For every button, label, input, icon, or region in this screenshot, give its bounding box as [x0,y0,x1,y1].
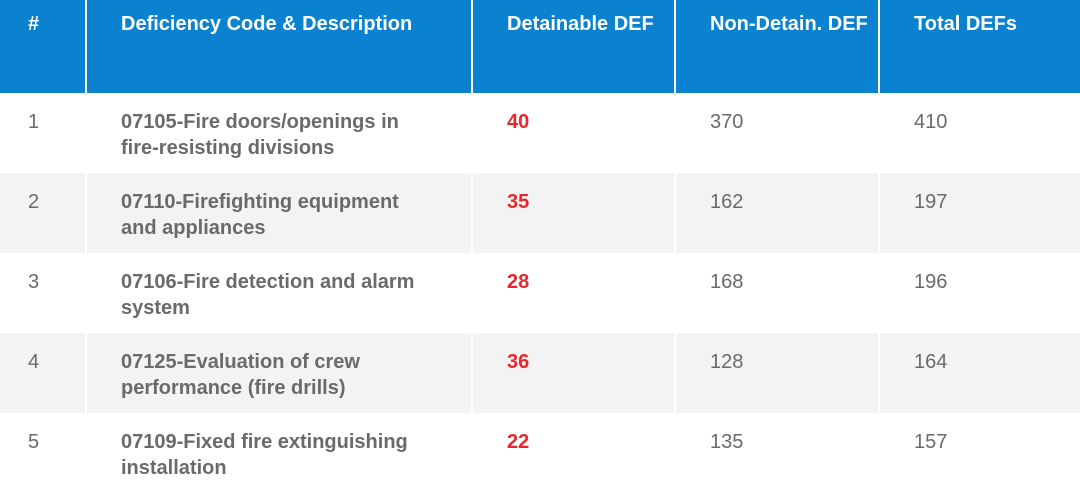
non-detainable-value: 162 [675,173,880,253]
row-number: 5 [0,413,87,492]
non-detainable-value: 370 [675,93,880,173]
header-description: Deficiency Code & Description [86,0,473,93]
detainable-value: 28 [472,253,676,333]
header-non-detainable: Non-Detain. DEF [675,0,880,93]
total-value: 164 [914,351,948,373]
row-number: 2 [0,173,87,253]
header-num: # [0,0,87,93]
deficiency-description: 07110-Firefighting equipment and applian… [86,173,473,253]
table-row: 2 07110-Firefighting equipment and appli… [0,173,1080,253]
total-value: 196 [914,271,948,293]
deficiency-description: 07105-Fire doors/openings in fire-resist… [86,93,473,173]
row-number: 1 [0,93,87,173]
table-body: 1 07105-Fire doors/openings in fire-resi… [0,93,1080,492]
total-value: 157 [914,431,948,453]
detainable-value: 22 [472,413,676,492]
table-row: 4 07125-Evaluation of crew performance (… [0,333,1080,413]
header-row: # Deficiency Code & Description Detainab… [0,0,1080,93]
deficiency-description: 07125-Evaluation of crew performance (fi… [86,333,473,413]
table-row: 1 07105-Fire doors/openings in fire-resi… [0,93,1080,173]
table-header: # Deficiency Code & Description Detainab… [0,0,1080,93]
non-detainable-value: 128 [675,333,880,413]
non-detainable-value: 135 [675,413,880,492]
detainable-value: 40 [472,93,676,173]
header-total: Total DEFs [879,0,1080,93]
table-row: 3 07106-Fire detection and alarm system … [0,253,1080,333]
detainable-value: 36 [472,333,676,413]
non-detainable-value: 168 [675,253,880,333]
deficiency-description: 07109-Fixed fire extinguishing installat… [86,413,473,492]
total-value: 410 [914,111,948,133]
total-value: 197 [914,191,948,213]
deficiency-description: 07106-Fire detection and alarm system [86,253,473,333]
detainable-value: 35 [472,173,676,253]
header-detainable: Detainable DEF [472,0,676,93]
row-number: 3 [0,253,87,333]
table-row: 5 07109-Fixed fire extinguishing install… [0,413,1080,492]
row-number: 4 [0,333,87,413]
